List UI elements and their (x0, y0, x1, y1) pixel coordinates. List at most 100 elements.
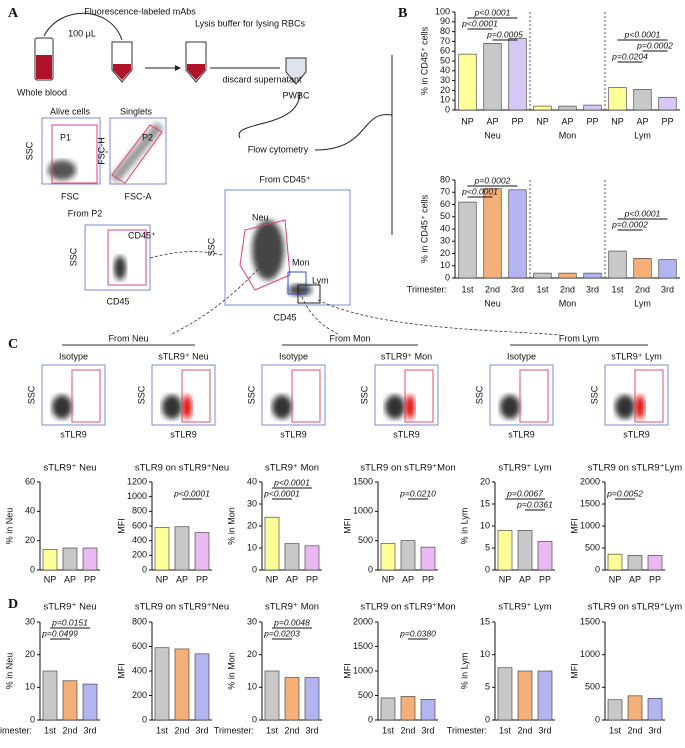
group-label: Neu (484, 130, 501, 140)
y-axis-label: % in Mon (226, 652, 236, 690)
y-tick-label: 0 (595, 564, 600, 574)
y-tick-label: 10 (25, 682, 35, 692)
bar (608, 250, 627, 279)
group-label: From Mon (329, 333, 370, 343)
y-tick-label: 50 (440, 55, 450, 65)
x-tick-label: 2nd (560, 284, 575, 294)
label: Fluorescence-labeled mAbs (84, 6, 196, 16)
label: discard supernatant (222, 74, 302, 84)
bar (517, 670, 533, 721)
x-tick-label: 2nd (635, 284, 650, 294)
annotation: p<0.0001 (624, 208, 661, 218)
annotation: p=0.0203 (263, 628, 300, 638)
flow-plot (374, 364, 439, 426)
label: PWBC (283, 90, 311, 100)
y-tick-label: 90 (440, 16, 450, 26)
chart-title: sTLR9 on sTLR9⁺Mon (360, 602, 455, 613)
y-tick-label: 0 (485, 714, 490, 724)
bar (304, 677, 320, 721)
tube (285, 57, 307, 85)
x-tick-label: 2nd (400, 725, 415, 735)
y-tick-label: 1500 (580, 616, 600, 626)
y-tick-label: 30 (440, 236, 450, 246)
x-tick-label: NP (382, 574, 395, 584)
chart-title: sTLR9⁺ Neu (43, 463, 96, 474)
x-tick-label: 1st (609, 725, 622, 735)
y-tick-label: 0 (445, 104, 450, 114)
bar (458, 53, 477, 111)
bar (82, 547, 98, 571)
gate (239, 219, 291, 291)
y-tick-label: 1000 (353, 506, 373, 516)
label: Singlets (120, 106, 153, 116)
flow-plot (489, 364, 554, 426)
arrow (169, 261, 266, 336)
x-tick-label: AP (176, 574, 188, 584)
label: Lysis buffer for lysing RBCs (195, 18, 306, 28)
annotation: p=0.0048 (273, 617, 310, 627)
x-tick-label: 2nd (62, 725, 77, 735)
x-tick-label: AP (561, 116, 573, 126)
group-label: Neu (484, 298, 501, 308)
y-tick-label: 1500 (353, 641, 373, 651)
y-tick-label: 0 (445, 272, 450, 282)
annotation: p<0.0001 (461, 186, 498, 196)
bar (420, 699, 436, 721)
annotation: p<0.0001 (624, 29, 661, 39)
y-tick-label: 10 (247, 542, 257, 552)
y-tick-label: 600 (132, 520, 147, 530)
axis-label: SSC (359, 385, 369, 404)
annotation: p=0.0204 (611, 51, 648, 61)
y-tick-label: 800 (132, 506, 147, 516)
label: Whole blood (17, 87, 67, 97)
bar (483, 188, 502, 279)
brace (314, 55, 393, 235)
x-prefix: Trimester: (407, 284, 447, 294)
x-tick-label: 1st (44, 725, 57, 735)
bar (583, 272, 602, 279)
bar (508, 189, 527, 279)
y-tick-label: 200 (132, 690, 147, 700)
x-tick-label: PP (586, 116, 598, 126)
y-tick-label: 1200 (127, 476, 147, 486)
x-tick-label: PP (84, 574, 96, 584)
chart-title: sTLR9 on sTLR9⁺Lym (588, 602, 683, 613)
positive-cells (182, 395, 192, 419)
bar (174, 648, 190, 721)
x-tick-label: 1st (499, 725, 512, 735)
plot-title: sTLR9⁺ Mon (381, 351, 432, 361)
bar (558, 105, 577, 111)
y-tick-label: 60 (440, 46, 450, 56)
cells (114, 256, 126, 280)
bar (497, 667, 513, 721)
axis-label: SSC (68, 247, 78, 266)
bar (62, 680, 78, 721)
x-tick-label: AP (486, 116, 498, 126)
y-tick-label: 400 (132, 665, 147, 675)
bar (194, 653, 210, 721)
axis-label: FSC-H (96, 137, 106, 165)
y-tick-label: 1000 (127, 491, 147, 501)
annotation: p<0.0001 (461, 18, 498, 28)
y-tick-label: 20 (247, 649, 257, 659)
y-axis-label: % in Lym (459, 508, 469, 545)
x-prefix: Trimester: (214, 725, 254, 735)
y-tick-label: 50 (440, 211, 450, 221)
bar (537, 541, 553, 571)
positive-cells (405, 395, 415, 419)
bar (558, 272, 577, 279)
bar (42, 549, 58, 571)
x-tick-label: NP (611, 116, 624, 126)
x-tick-label: 1st (382, 725, 395, 735)
arrow (149, 251, 223, 259)
annotation: p=0.0361 (516, 499, 553, 509)
y-tick-label: 30 (247, 498, 257, 508)
bar (607, 699, 623, 721)
x-tick-label: PP (306, 574, 318, 584)
gate (404, 369, 434, 423)
group-label: Lym (634, 298, 651, 308)
y-tick-label: 20 (25, 535, 35, 545)
gate (181, 369, 211, 423)
y-axis-label: % in Neu (4, 653, 14, 690)
axis-label: SSC (24, 141, 34, 160)
